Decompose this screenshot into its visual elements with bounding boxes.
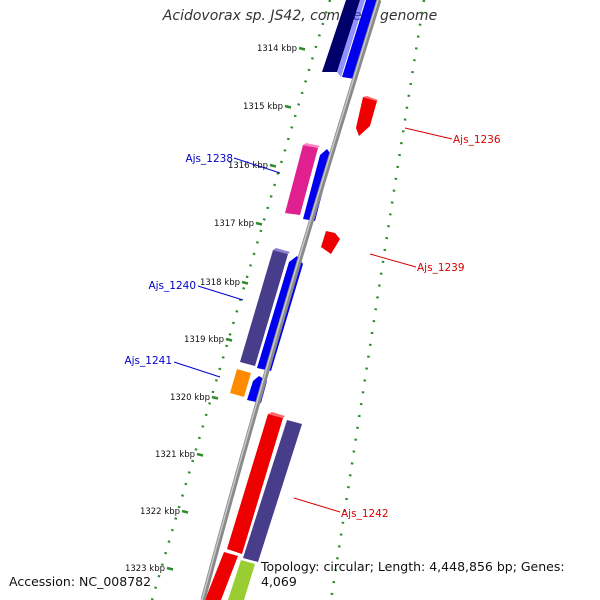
ruler-tick-label: 1314 kbp — [257, 44, 297, 54]
gene-feature-ajs-1240[interactable] — [240, 250, 288, 366]
gene-label-ajs-1238[interactable]: Ajs_1238 — [185, 153, 233, 165]
gene-feature[interactable] — [243, 420, 302, 562]
gene-feature[interactable] — [322, 0, 360, 72]
gene-label-ajs-1239[interactable]: Ajs_1239 — [417, 262, 465, 274]
ruler-labels: 1314 kbp 1315 kbp 1316 kbp 1317 kbp 1318 kbp… — [125, 44, 297, 574]
gene-feature-ajs-1241[interactable] — [230, 369, 251, 397]
ruler-tick-label: 1319 kbp — [184, 335, 224, 345]
gene-feature[interactable] — [205, 552, 238, 600]
ruler-tick-label: 1315 kbp — [243, 102, 283, 112]
ruler-tick — [298, 46, 306, 51]
ruler-tick-label: 1321 kbp — [155, 450, 195, 460]
ruler-track — [150, 0, 332, 600]
gene-label-ajs-1236[interactable]: Ajs_1236 — [453, 134, 501, 146]
ruler-tick-label: 1316 kbp — [228, 161, 268, 171]
ruler-tick-label: 1322 kbp — [140, 507, 180, 517]
ruler-tick — [284, 104, 292, 109]
gene-feature-ajs-1236[interactable] — [356, 97, 377, 136]
gene-feature-ajs-1238[interactable] — [285, 145, 318, 215]
ruler-tick — [225, 337, 233, 342]
gene-feature-ajs-1242[interactable] — [227, 414, 283, 554]
ruler-tick-label: 1318 kbp — [200, 278, 240, 288]
ruler-tick — [166, 566, 174, 571]
gene-feature[interactable] — [303, 149, 332, 221]
ruler-tick — [211, 395, 219, 400]
ruler-tick — [241, 280, 249, 285]
ruler-tick — [255, 221, 263, 226]
gene-label-ajs-1242[interactable]: Ajs_1242 — [341, 508, 389, 520]
outer-track — [329, 0, 426, 600]
ruler-tick — [269, 163, 277, 168]
gene-label-ajs-1240[interactable]: Ajs_1240 — [148, 280, 196, 292]
ruler-tick — [196, 452, 204, 457]
genome-summary: Topology: circular; Length: 4,448,856 bp… — [261, 559, 565, 589]
gene-feature-ajs-1239[interactable] — [321, 231, 340, 254]
gene-label-ajs-1241[interactable]: Ajs_1241 — [124, 355, 172, 367]
gene-labels: Ajs_1236 Ajs_1238 Ajs_1239 Ajs_1240 Ajs_… — [124, 134, 500, 520]
ruler-tick-label: 1317 kbp — [214, 219, 254, 229]
ruler-tick-label: 1320 kbp — [170, 393, 210, 403]
ruler-tick-label: 1323 kbp — [125, 564, 165, 574]
leader-lines — [173, 127, 453, 513]
ruler-ticks — [166, 46, 306, 571]
ruler-tick — [181, 509, 189, 514]
gene-feature[interactable] — [228, 560, 255, 600]
genome-backbone — [200, 0, 382, 600]
accession-text: Accession: NC_008782 — [9, 574, 152, 589]
